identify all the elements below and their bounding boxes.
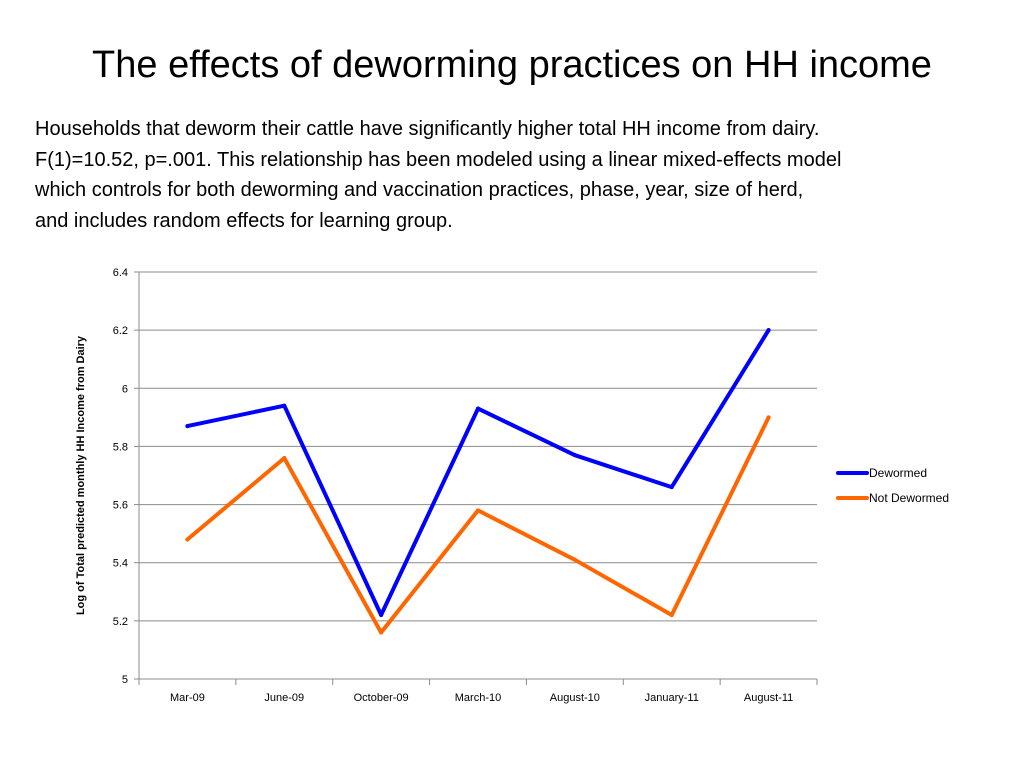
data-point: [282, 456, 287, 461]
series-line-dewormed: [185, 328, 771, 617]
body-line: F(1)=10.52, p=.001. This relationship ha…: [35, 148, 842, 171]
gridlines: [139, 271, 817, 622]
x-tick-label: August-10: [550, 692, 600, 704]
data-point: [766, 328, 771, 333]
y-tick-label: 5.2: [113, 616, 128, 628]
x-tick-label: March-10: [455, 692, 501, 704]
legend: Dewormed Not Dewormed: [836, 466, 949, 505]
x-tick-label: October-09: [354, 692, 409, 704]
y-tick-label: 5.4: [113, 558, 128, 570]
x-tick-label: August-11: [744, 692, 793, 704]
x-tick-label: January-11: [645, 692, 699, 704]
legend-label: Not Dewormed: [869, 491, 949, 505]
y-tick-label: 5.6: [113, 500, 128, 512]
data-point: [185, 537, 190, 542]
y-axis-title: Log of Total predicted monthly HH Income…: [75, 335, 87, 615]
body-line: and includes random effects for learning…: [35, 209, 453, 232]
legend-label: Dewormed: [869, 466, 927, 480]
axes: 5 5.2 5.4 5.6 5.8 6 6.2 6.4 Mar-09 June-09 October…: [75, 267, 818, 704]
slide-body: Households that deworm their cattle have…: [35, 114, 1005, 236]
data-point: [669, 613, 674, 618]
series-line-not-dewormed: [185, 415, 771, 635]
data-point: [476, 406, 480, 411]
y-tick-label: 6.4: [113, 267, 128, 279]
data-point: [379, 630, 384, 635]
y-tick-label: 6: [122, 383, 128, 395]
data-point: [185, 424, 190, 429]
data-point: [766, 415, 771, 420]
x-tick-label: Mar-09: [170, 692, 205, 704]
y-tick-label: 5.8: [113, 441, 128, 453]
series-lines: [185, 328, 771, 635]
y-tick-label: 6.2: [113, 325, 128, 337]
data-point: [572, 557, 577, 562]
data-point: [572, 453, 577, 458]
body-line: which controls for both deworming and va…: [35, 179, 804, 201]
data-point: [669, 485, 674, 490]
x-tick-label: June-09: [264, 692, 304, 704]
data-point: [282, 403, 287, 408]
body-line: Households that deworm their cattle have…: [35, 118, 820, 140]
data-point: [379, 613, 384, 618]
y-tick-label: 5: [122, 674, 128, 686]
slide-title: The effects of deworming practices on HH…: [92, 44, 932, 86]
data-point: [476, 508, 480, 513]
